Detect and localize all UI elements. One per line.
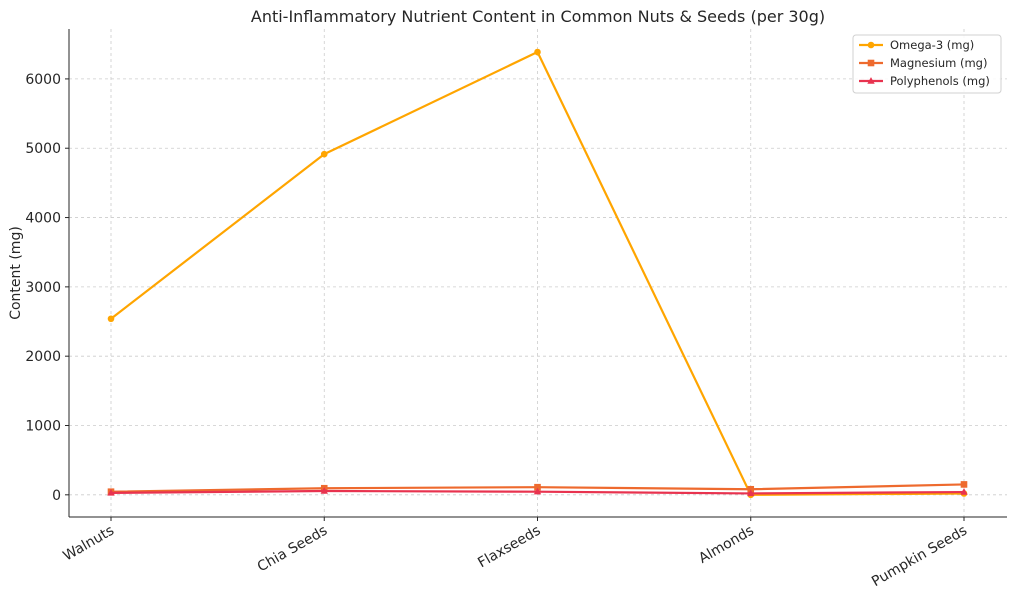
data-point: [107, 488, 115, 496]
x-tick-label: Walnuts: [61, 523, 117, 565]
data-point: [320, 487, 328, 494]
series-layer: [107, 48, 968, 499]
series-1: [107, 48, 968, 499]
y-tick-label: 2000: [25, 349, 61, 365]
legend-label: Omega-3 (mg): [890, 38, 974, 52]
legend-marker: [867, 59, 875, 67]
legend-item: Omega-3 (mg): [859, 38, 974, 52]
data-point: [533, 487, 542, 495]
x-tick-label: Chia Seeds: [255, 523, 330, 576]
y-tick-label: 5000: [25, 141, 61, 157]
y-tick-label: 3000: [25, 280, 61, 296]
legend-marker: [867, 77, 875, 84]
legend: Omega-3 (mg) Magnesium (mg) Polyphenols (m…: [852, 34, 1002, 94]
data-point: [534, 483, 541, 491]
data-point: [747, 485, 755, 493]
chart-title: Anti-Inflammatory Nutrient Content in Co…: [251, 7, 825, 26]
legend-box: [852, 34, 1002, 94]
grid: [69, 29, 1007, 517]
data-point: [747, 489, 755, 497]
x-tick-label: Almonds: [696, 523, 757, 567]
y-tick-label: 0: [52, 488, 61, 504]
series-line: [110, 50, 965, 496]
data-point: [107, 315, 115, 323]
legend-item: Magnesium (mg): [859, 56, 987, 70]
legend-label: Polyphenols (mg): [890, 74, 990, 88]
y-tick-label: 6000: [25, 72, 61, 88]
data-point: [960, 488, 968, 495]
data-point: [960, 481, 968, 488]
y-tick-label: 1000: [25, 419, 61, 435]
legend-marker: [867, 41, 875, 49]
legend-label: Magnesium (mg): [890, 56, 987, 70]
axes: 0 1000 2000 3000 4000 5000 6000 Walnuts Chia See…: [25, 29, 1007, 590]
data-point: [534, 48, 541, 56]
y-axis-label: Content (mg): [8, 226, 24, 320]
y-tick-label: 4000: [25, 211, 61, 227]
legend-item: Polyphenols (mg): [859, 74, 990, 88]
x-tick-label: Flaxseeds: [475, 523, 543, 572]
data-point: [320, 150, 328, 158]
series-3: [107, 487, 968, 497]
x-tick-label: Pumpkin Seeds: [869, 523, 970, 590]
